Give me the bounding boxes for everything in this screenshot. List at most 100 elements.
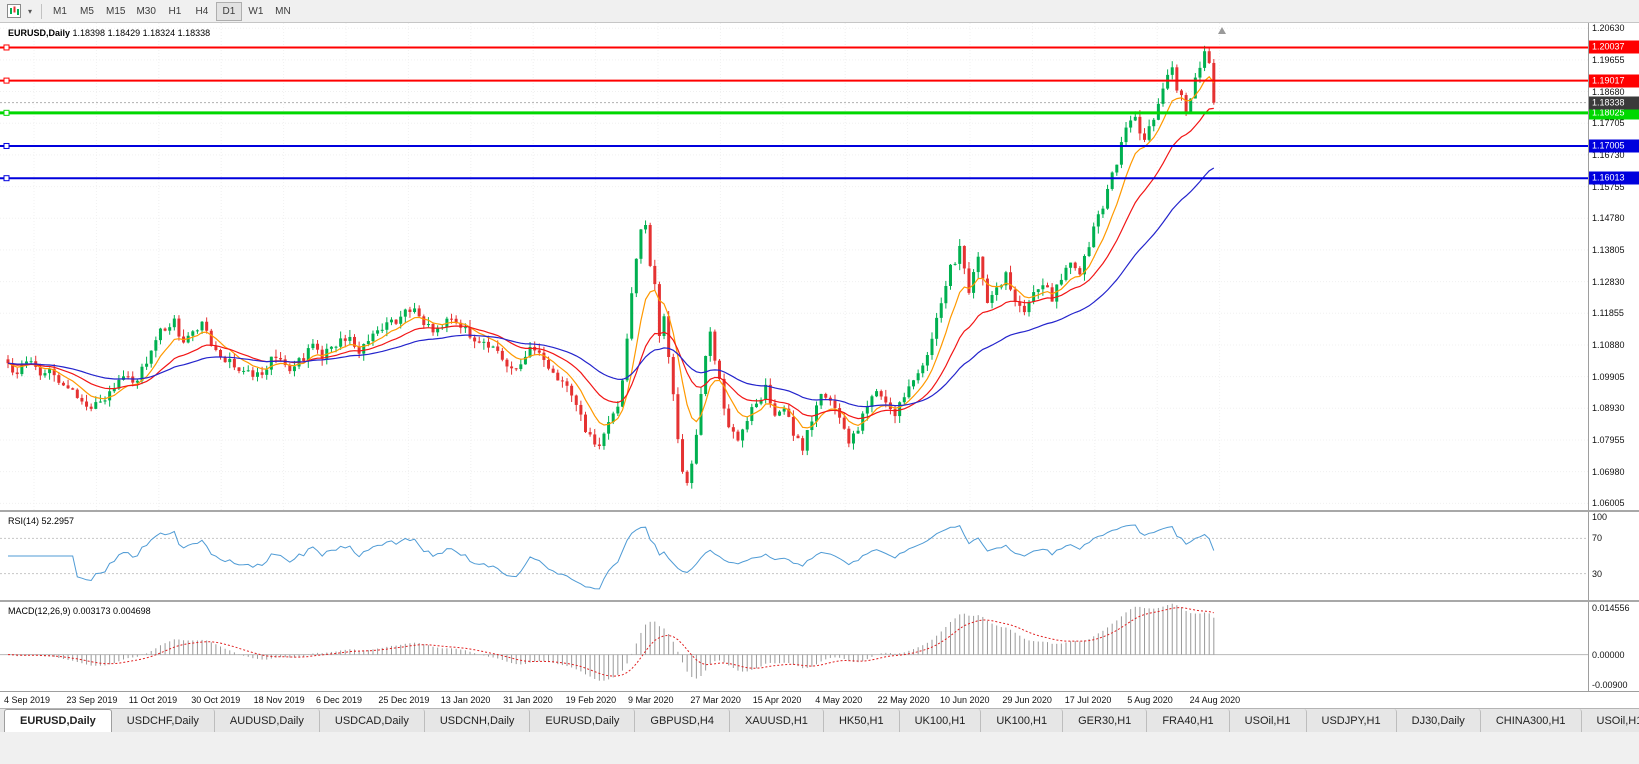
candle-down xyxy=(731,427,735,432)
chart-dropdown-arrow-icon[interactable]: ▾ xyxy=(27,6,32,16)
rsi-indicator-label: RSI(14) 52.2957 xyxy=(8,516,75,526)
price-axis[interactable]: 1.20630 1.19655 1.18680 1.17705 1.16730 1.157… xyxy=(1588,23,1639,510)
price-axis-label: 1.14780 xyxy=(1592,213,1625,224)
chart-tab-xauusd-h1[interactable]: XAUUSD,H1 xyxy=(729,709,824,732)
chart-tab-gbpusd-h4[interactable]: GBPUSD,H4 xyxy=(635,709,730,732)
candle-down xyxy=(1179,90,1183,96)
candle-up xyxy=(154,340,158,351)
chart-tab-usdchf-daily[interactable]: USDCHF,Daily xyxy=(111,709,215,732)
price-axis-label: 1.17705 xyxy=(1592,118,1625,129)
candle-up xyxy=(1170,67,1174,75)
candle-down xyxy=(1143,133,1147,140)
chart-tab-uk100-h1[interactable]: UK100,H1 xyxy=(981,709,1064,732)
candle-up xyxy=(519,364,523,370)
candle-up xyxy=(898,402,902,417)
candle-up xyxy=(708,331,712,356)
price-axis-label: 1.06005 xyxy=(1592,498,1625,509)
timeframe-button-h1[interactable]: H1 xyxy=(168,5,182,17)
candle-down xyxy=(736,431,740,441)
timeframe-button-h4[interactable]: H4 xyxy=(195,5,209,17)
candle-up xyxy=(1069,262,1073,268)
candle-up xyxy=(149,350,153,364)
level-line-handle[interactable] xyxy=(3,44,10,51)
candle-down xyxy=(1009,272,1013,290)
candle-up xyxy=(1189,98,1193,112)
candle-up xyxy=(1106,188,1110,209)
candle-up xyxy=(1166,74,1170,89)
candle-down xyxy=(884,396,888,403)
candle-up xyxy=(463,327,467,329)
timeframe-button-m5[interactable]: M5 xyxy=(80,5,94,17)
chart-tab-hk50-h1[interactable]: HK50,H1 xyxy=(823,709,900,732)
timeframe-button-m15[interactable]: M15 xyxy=(106,5,126,17)
candle-down xyxy=(537,350,541,353)
level-line-handle[interactable] xyxy=(3,175,10,182)
candle-up xyxy=(634,258,638,294)
candle-up xyxy=(815,405,818,422)
time-axis-label: 17 Jul 2020 xyxy=(1064,695,1112,705)
time-axis-label: 13 Jan 2020 xyxy=(440,695,491,705)
candle-up xyxy=(759,399,763,404)
chart-tab-audusd-daily[interactable]: AUDUSD,Daily xyxy=(214,709,320,732)
chart-tab-china300-h1[interactable]: CHINA300,H1 xyxy=(1480,709,1582,732)
level-line-handle[interactable] xyxy=(3,109,10,116)
candle-down xyxy=(579,404,583,415)
chart-tab-eurusd-daily[interactable]: EURUSD,Daily xyxy=(4,709,112,732)
macd-plot[interactable]: MACD(12,26,9) 0.003173 0.004698 xyxy=(0,602,1588,691)
candle-up xyxy=(122,376,125,380)
candle-down xyxy=(671,356,675,395)
timeframe-button-w1[interactable]: W1 xyxy=(248,5,264,17)
chart-tab-ger30-h1[interactable]: GER30,H1 xyxy=(1063,709,1148,732)
chart-tab-usdjpy-h1[interactable]: USDJPY,H1 xyxy=(1306,709,1397,732)
candle-down xyxy=(302,358,306,362)
timeframe-button-m1[interactable]: M1 xyxy=(53,5,67,17)
candle-down xyxy=(316,343,320,350)
macd-axis: 0.014556 0.00000 -0.00900 xyxy=(1588,602,1639,691)
chart-tab-usoil-h1[interactable]: USOil,H1 xyxy=(1581,709,1639,732)
candle-up xyxy=(607,422,611,434)
candle-up xyxy=(334,346,338,348)
level-line-handle[interactable] xyxy=(3,142,10,149)
ma-line-slow-blue xyxy=(7,167,1215,408)
rsi-plot[interactable]: RSI(14) 52.2957 xyxy=(0,512,1588,600)
macd-indicator-label: MACD(12,26,9) 0.003173 0.004698 xyxy=(8,606,151,616)
candle-down xyxy=(1022,305,1026,313)
price-plot[interactable]: EURUSD,Daily 1.18398 1.18429 1.18324 1.1… xyxy=(0,23,1588,510)
candle-down xyxy=(1212,62,1216,103)
rsi-panel: RSI(14) 52.2957 100 70 30 xyxy=(0,512,1639,600)
chart-tab-usdcnh-daily[interactable]: USDCNH,Daily xyxy=(424,709,531,732)
candle-up xyxy=(1059,279,1063,285)
chart-tab-eurusd-daily[interactable]: EURUSD,Daily xyxy=(530,709,636,732)
candle-up xyxy=(990,294,994,303)
chart-tab-usdcad-daily[interactable]: USDCAD,Daily xyxy=(319,709,425,732)
level-line-handle[interactable] xyxy=(3,77,10,84)
candle-up xyxy=(371,333,375,342)
timeframe-button-d1[interactable]: D1 xyxy=(215,1,242,21)
time-axis[interactable]: 4 Sep 2019 23 Sep 2019 11 Oct 2019 30 Oct 2… xyxy=(0,691,1639,708)
candle-down xyxy=(824,393,828,398)
chart-tab-usoil-h1[interactable]: USOil,H1 xyxy=(1229,709,1307,732)
timeframe-button-mn[interactable]: MN xyxy=(275,5,291,17)
candle-up xyxy=(255,372,259,377)
chart-tab-fra40-h1[interactable]: FRA40,H1 xyxy=(1147,709,1230,732)
panel-divider-macd[interactable] xyxy=(0,600,1639,602)
price-axis-label: 1.18680 xyxy=(1592,86,1625,97)
candle-down xyxy=(486,341,490,348)
chart-icon[interactable] xyxy=(4,2,24,21)
chart-tab-uk100-h1[interactable]: UK100,H1 xyxy=(899,709,982,732)
candle-up xyxy=(200,321,204,331)
panel-divider-rsi[interactable] xyxy=(0,510,1639,512)
candle-up xyxy=(662,316,666,337)
candle-up xyxy=(112,388,116,392)
macd-panel: MACD(12,26,9) 0.003173 0.004698 0.014556… xyxy=(0,602,1639,691)
timeframe-button-m30[interactable]: M30 xyxy=(136,5,156,17)
rsi-axis-label: 100 xyxy=(1592,512,1608,522)
time-axis-label: 25 Dec 2019 xyxy=(378,695,430,705)
candle-down xyxy=(422,316,426,326)
candle-down xyxy=(801,438,805,451)
chart-shift-marker-icon[interactable] xyxy=(1218,27,1226,34)
candle-up xyxy=(29,361,33,363)
macd-axis-label: -0.00900 xyxy=(1592,680,1628,690)
chart-tab-dj30-daily[interactable]: DJ30,Daily xyxy=(1396,709,1481,732)
candle-up xyxy=(1027,301,1031,313)
